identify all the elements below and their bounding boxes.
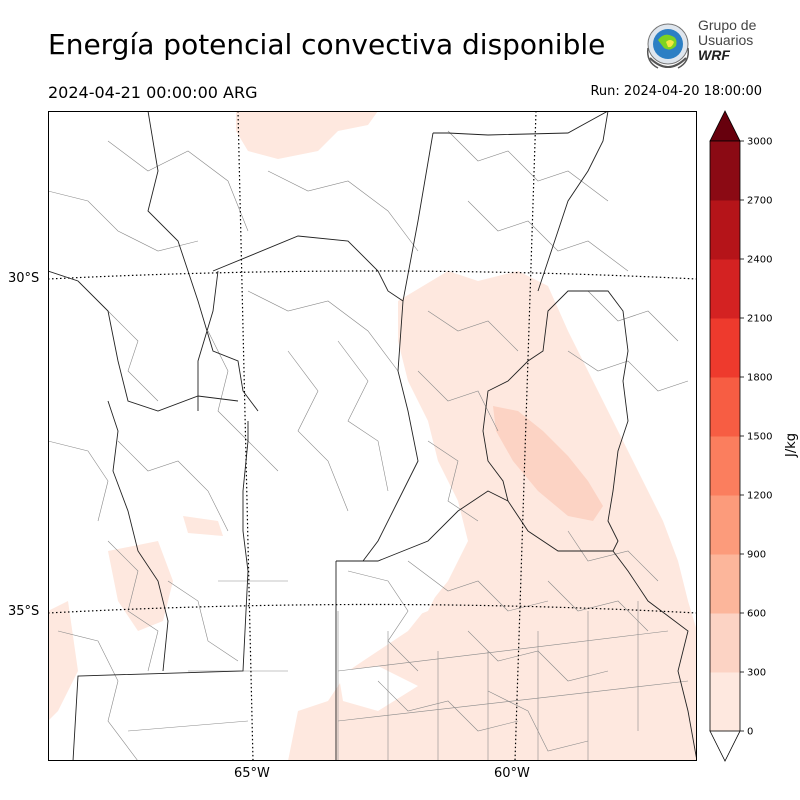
colorbar-tick-label: 3000	[747, 137, 772, 148]
colorbar-swatch	[710, 259, 740, 319]
cape-region-core	[493, 406, 603, 521]
colorbar-unit: J/kg	[784, 433, 799, 458]
colorbar-swatch	[710, 436, 740, 496]
graticule	[48, 111, 697, 761]
colorbar-tick-label: 2700	[747, 196, 772, 207]
colorbar-tick-label: 1500	[747, 432, 772, 443]
cape-map	[48, 111, 697, 761]
colorbar-swatch	[710, 554, 740, 614]
lat-label-30s: 30°S	[8, 271, 40, 286]
colorbar-swatch	[710, 377, 740, 437]
colorbar-swatches	[709, 110, 741, 762]
wrf-logo: Grupo de Usuarios WRF	[640, 18, 758, 72]
lon-label-60w: 60°W	[494, 766, 530, 781]
logo-line-2: Usuarios	[698, 32, 754, 48]
lon-label-65w: 65°W	[234, 766, 270, 781]
run-time: Run: 2024-04-20 18:00:00	[590, 84, 762, 99]
colorbar-swatch	[710, 318, 740, 378]
meridian-60w	[514, 111, 537, 761]
colorbar-tick-label: 1200	[747, 491, 772, 502]
logo-line-1: Grupo de	[698, 17, 757, 33]
colorbar-tick-label: 1800	[747, 373, 772, 384]
province-boundaries	[48, 111, 697, 761]
cape-region-south-white-2	[338, 666, 418, 711]
colorbar-swatch	[710, 613, 740, 673]
cape-region-east	[288, 271, 697, 761]
lat-label-35s: 35°S	[8, 604, 40, 619]
colorbar: 0 300 600 900 1200 1500 1800 2100 2400 2700 3000 J…	[709, 110, 799, 762]
colorbar-tick-label: 900	[747, 550, 766, 561]
parallel-30s	[48, 270, 697, 280]
globe-icon	[646, 23, 690, 69]
cape-region-south-white	[338, 566, 448, 631]
meridian-65w	[237, 111, 254, 761]
map-title: Energía potencial convectiva disponible	[48, 28, 606, 61]
logo-line-3: WRF	[698, 47, 730, 63]
colorbar-tick-label: 2400	[747, 255, 772, 266]
cape-region-small	[183, 516, 223, 536]
cape-region-north	[236, 111, 378, 159]
department-boundaries	[48, 130, 689, 761]
colorbar-tick-label: 600	[747, 609, 766, 620]
colorbar-swatch	[710, 495, 740, 555]
colorbar-swatch	[710, 141, 740, 201]
cape-region-southwest	[48, 601, 78, 721]
colorbar-tick-label: 2100	[747, 314, 772, 325]
colorbar-swatch	[710, 672, 740, 732]
parallel-35s	[48, 603, 697, 614]
valid-time: 2024-04-21 00:00:00 ARG	[48, 83, 258, 102]
colorbar-ticks: 0 300 600 900 1200 1500 1800 2100 2400 2700 3000	[740, 137, 772, 738]
colorbar-swatch	[710, 200, 740, 260]
colorbar-extend-top	[709, 110, 741, 142]
colorbar-tick-label: 300	[747, 668, 766, 679]
colorbar-tick-label: 0	[747, 727, 753, 738]
colorbar-extend-bottom	[709, 730, 741, 762]
